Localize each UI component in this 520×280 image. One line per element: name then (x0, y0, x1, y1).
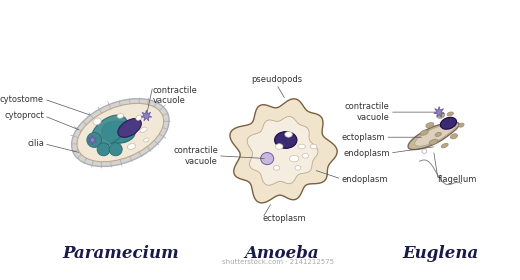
Ellipse shape (275, 132, 297, 148)
Ellipse shape (441, 143, 448, 148)
Ellipse shape (273, 165, 280, 170)
Polygon shape (230, 99, 337, 203)
Ellipse shape (285, 132, 292, 137)
Text: endoplasm: endoplasm (342, 174, 388, 183)
Polygon shape (434, 106, 445, 117)
Ellipse shape (437, 113, 445, 118)
Ellipse shape (144, 138, 149, 142)
Text: contractile
vacuole: contractile vacuole (173, 146, 218, 165)
Text: Paramecium: Paramecium (62, 245, 179, 262)
Ellipse shape (127, 144, 136, 150)
Text: endoplasm: endoplasm (343, 148, 390, 158)
Text: cytostome: cytostome (0, 95, 44, 104)
Ellipse shape (422, 149, 426, 153)
Ellipse shape (290, 155, 299, 162)
Ellipse shape (426, 123, 434, 128)
Ellipse shape (118, 118, 141, 137)
Text: contractile
vacuole: contractile vacuole (345, 102, 390, 122)
Ellipse shape (450, 134, 458, 139)
Ellipse shape (97, 143, 110, 156)
Ellipse shape (93, 118, 101, 125)
Ellipse shape (92, 115, 127, 146)
Polygon shape (414, 124, 456, 146)
Text: flagellum: flagellum (438, 175, 477, 184)
Ellipse shape (295, 165, 301, 170)
Ellipse shape (136, 115, 142, 120)
Ellipse shape (140, 127, 147, 132)
Text: cytoproct: cytoproct (4, 111, 44, 120)
Ellipse shape (77, 103, 164, 162)
Ellipse shape (87, 132, 102, 148)
Text: Amoeba: Amoeba (244, 245, 318, 262)
Ellipse shape (72, 99, 169, 167)
Ellipse shape (447, 112, 453, 116)
Ellipse shape (302, 153, 308, 158)
Ellipse shape (435, 132, 441, 136)
Ellipse shape (109, 143, 122, 156)
Text: cilia: cilia (27, 139, 44, 148)
Polygon shape (141, 110, 152, 121)
Text: ectoplasm: ectoplasm (263, 214, 306, 223)
Ellipse shape (429, 139, 438, 144)
Ellipse shape (276, 144, 283, 149)
Polygon shape (408, 122, 459, 150)
Text: shutterstock.com · 2141212575: shutterstock.com · 2141212575 (223, 260, 334, 265)
Ellipse shape (420, 130, 428, 135)
Polygon shape (247, 116, 318, 185)
Ellipse shape (310, 144, 317, 149)
Text: contractile
vacuole: contractile vacuole (153, 86, 198, 106)
Ellipse shape (440, 117, 457, 129)
Ellipse shape (459, 123, 464, 127)
Ellipse shape (117, 113, 124, 118)
Ellipse shape (298, 144, 305, 149)
Ellipse shape (261, 153, 274, 165)
Polygon shape (101, 121, 135, 143)
Text: ectoplasm: ectoplasm (342, 133, 385, 142)
Polygon shape (88, 135, 96, 145)
Text: Euglena: Euglena (403, 245, 479, 262)
Text: pseudopods: pseudopods (251, 75, 302, 84)
